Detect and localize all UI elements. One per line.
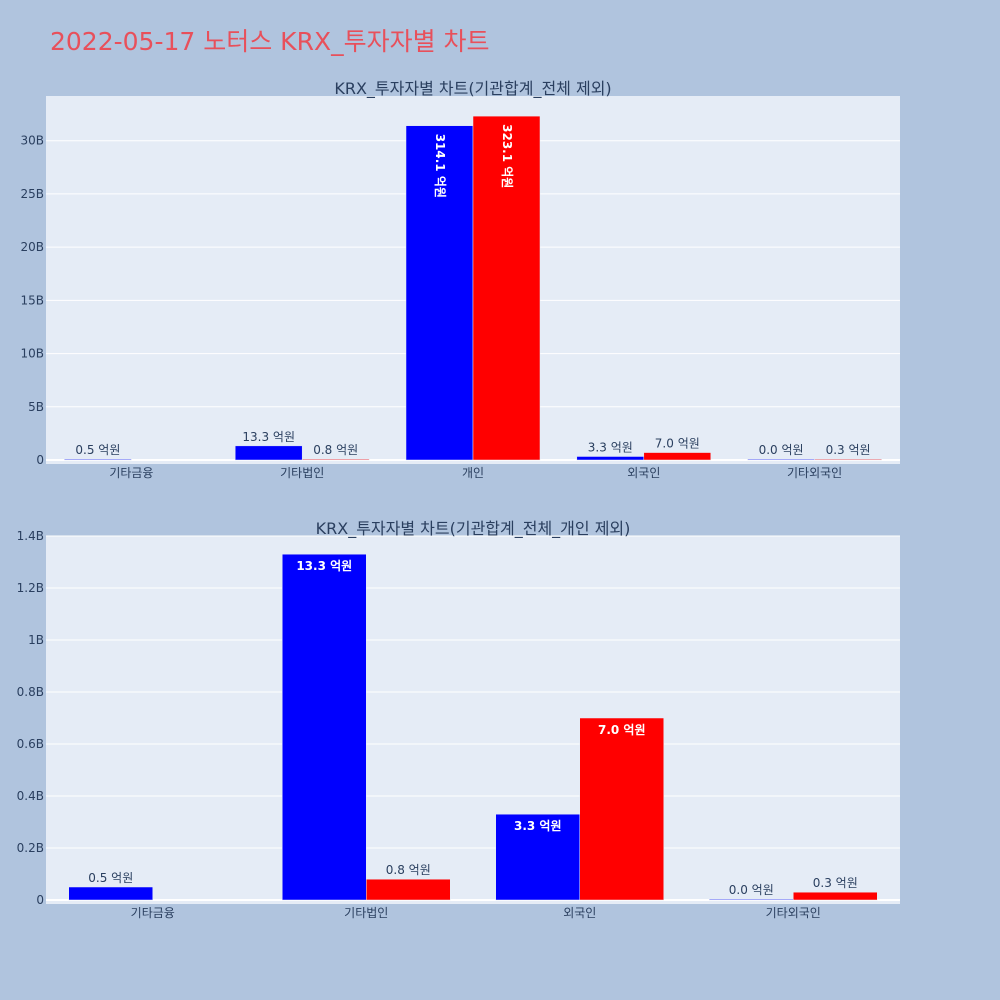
x-tick-label: 기타법인 (344, 906, 388, 920)
bar (793, 891, 878, 901)
x-tick-label: 기타금융 (109, 466, 153, 480)
y-tick-label: 25B (20, 187, 44, 201)
bar (643, 452, 712, 461)
y-tick-label: 20B (20, 240, 44, 254)
bar (282, 553, 367, 901)
bar (472, 115, 541, 461)
y-tick-label: 1.4B (17, 529, 44, 543)
y-tick-label: 5B (28, 400, 44, 414)
y-tick-label: 1B (28, 633, 44, 647)
y-tick-label: 15B (20, 293, 44, 307)
y-tick-label: 0.6B (17, 737, 44, 751)
data-label: 0.5 억원 (75, 443, 120, 457)
chart-title: KRX_투자자별 차트(기관합계_전체_개인 제외) (316, 519, 631, 539)
bar (814, 458, 882, 461)
page-title: 2022-05-17 노터스 KRX_투자자별 차트 (50, 27, 490, 56)
x-tick-label: 기타금융 (131, 906, 175, 920)
x-tick-label: 기타법인 (280, 466, 324, 480)
bar (576, 456, 645, 461)
y-tick-label: 30B (20, 134, 44, 148)
bar (64, 458, 132, 461)
data-label: 3.3 억원 (588, 440, 633, 454)
data-label: 7.0 억원 (655, 437, 700, 451)
plot-area (46, 536, 900, 904)
y-tick-label: 0.8B (17, 685, 44, 699)
bar (301, 458, 370, 461)
data-label: 0.8 억원 (386, 863, 431, 877)
data-label: 0.3 억원 (826, 443, 871, 457)
x-tick-label: 기타외국인 (766, 906, 821, 920)
y-tick-label: 0.2B (17, 841, 44, 855)
data-label: 7.0 억원 (598, 723, 646, 737)
x-tick-label: 외국인 (627, 466, 660, 480)
bar (709, 898, 794, 901)
data-label: 0.5 억원 (88, 871, 133, 885)
bar (405, 125, 474, 461)
data-label: 0.0 억원 (729, 883, 774, 897)
y-tick-label: 0 (36, 453, 44, 467)
bar (234, 445, 303, 461)
x-tick-label: 외국인 (563, 906, 596, 920)
bar (366, 878, 451, 901)
data-label: 3.3 억원 (514, 819, 562, 833)
y-tick-label: 0.4B (17, 789, 44, 803)
y-tick-label: 1.2B (17, 581, 44, 595)
y-tick-label: 0 (36, 893, 44, 907)
data-label: 314.1 억원 (433, 134, 447, 198)
bar (747, 458, 815, 461)
chart-title: KRX_투자자별 차트(기관합계_전체 제외) (334, 79, 611, 99)
data-label: 13.3 억원 (242, 430, 295, 444)
data-label: 323.1 억원 (500, 124, 514, 188)
bar (68, 886, 153, 901)
data-label: 0.3 억원 (813, 876, 858, 890)
bar (495, 813, 580, 901)
data-label: 13.3 억원 (296, 559, 352, 573)
bar (579, 717, 664, 901)
x-tick-label: 개인 (462, 466, 484, 480)
data-label: 0.0 억원 (759, 443, 804, 457)
y-tick-label: 10B (20, 347, 44, 361)
x-tick-label: 기타외국인 (787, 466, 842, 480)
data-label: 0.8 억원 (313, 443, 358, 457)
